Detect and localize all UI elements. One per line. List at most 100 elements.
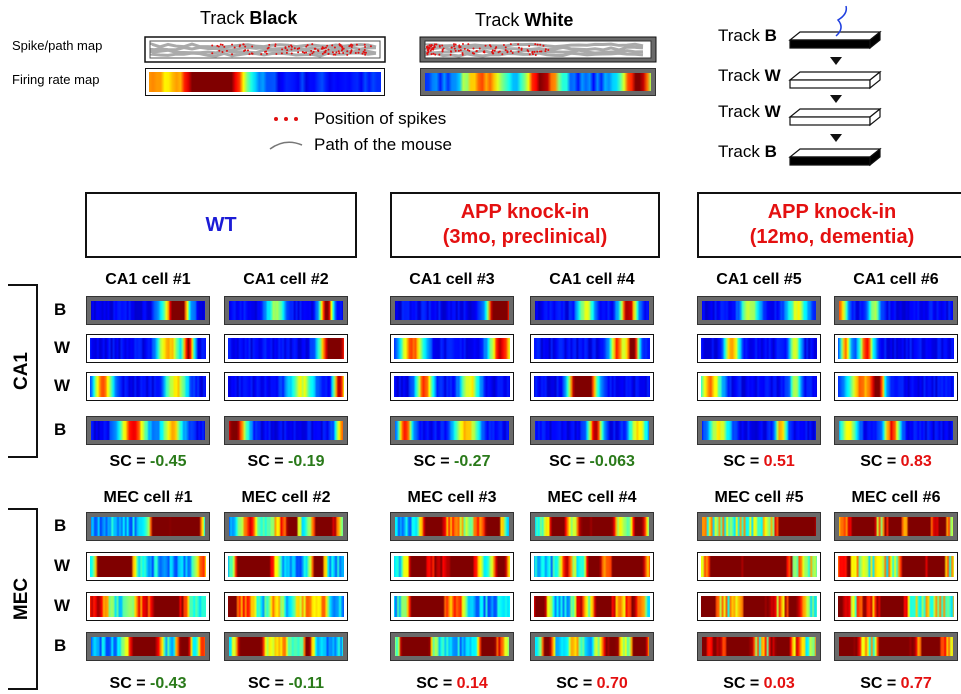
text: White	[524, 10, 573, 30]
sc-prefix: SC =	[860, 675, 896, 692]
heatmap	[149, 72, 381, 92]
sc-value: 0.14	[457, 675, 488, 692]
cell-title: MEC cell #1	[86, 489, 210, 507]
row-label: B	[54, 300, 66, 320]
row-label: Firing rate map	[12, 72, 99, 87]
heatmap	[91, 637, 205, 656]
sc-value: 0.83	[901, 453, 932, 470]
heatmap	[534, 338, 650, 359]
sc-value: -0.19	[288, 453, 324, 470]
row-label: W	[54, 338, 70, 358]
sc-prefix: SC =	[556, 675, 592, 692]
track-title: Track White	[475, 10, 573, 31]
text: B	[765, 142, 777, 161]
sc-label: SC = -0.45	[86, 453, 210, 471]
cell-title: MEC cell #2	[224, 489, 348, 507]
region-box: MEC	[8, 508, 38, 690]
rate-map	[86, 296, 210, 325]
rate-map	[834, 512, 958, 541]
rate-map	[224, 552, 348, 581]
heatmap	[839, 517, 953, 536]
rate-map	[530, 334, 654, 363]
rate-map	[224, 296, 348, 325]
rate-map	[834, 592, 958, 621]
sc-label: SC = -0.43	[86, 675, 210, 693]
cell-title: CA1 cell #2	[224, 271, 348, 289]
rate-map	[86, 592, 210, 621]
row-label: Spike/path map	[12, 38, 102, 53]
rate-map	[390, 372, 514, 401]
heatmap	[229, 637, 343, 656]
sc-value: -0.27	[454, 453, 490, 470]
rate-map	[834, 372, 958, 401]
heatmap	[394, 376, 510, 397]
rate-map	[224, 512, 348, 541]
rate-map	[224, 632, 348, 661]
text: Black	[249, 8, 297, 28]
heatmap	[395, 517, 509, 536]
heatmap	[702, 637, 816, 656]
protocol-label: Track B	[718, 26, 777, 46]
rate-map	[86, 512, 210, 541]
legend-text: Position of spikes	[314, 109, 446, 129]
heatmap	[701, 338, 817, 359]
cell-title: CA1 cell #5	[697, 271, 821, 289]
group-label: APP knock-in	[461, 200, 590, 225]
text: Track	[200, 8, 244, 28]
heatmap	[229, 301, 343, 320]
heatmap	[91, 301, 205, 320]
rate-map	[697, 592, 821, 621]
sc-prefix: SC =	[723, 675, 759, 692]
rate-map	[530, 416, 654, 445]
sc-value: -0.063	[590, 453, 635, 470]
heatmap	[839, 421, 953, 440]
heatmap	[395, 301, 509, 320]
rate-map	[86, 552, 210, 581]
group-box: APP knock-in(12mo, dementia)	[697, 192, 961, 258]
sc-value: -0.43	[150, 675, 186, 692]
track-title: Track Black	[200, 8, 297, 29]
rate-map	[697, 416, 821, 445]
legend-text: Path of the mouse	[314, 135, 452, 155]
rate-map	[697, 552, 821, 581]
sc-prefix: SC =	[723, 453, 759, 470]
sc-label: SC = 0.77	[834, 675, 958, 693]
sc-label: SC = -0.27	[390, 453, 514, 471]
heatmap	[838, 596, 954, 617]
sc-value: 0.70	[597, 675, 628, 692]
rate-map	[224, 416, 348, 445]
heatmap	[838, 376, 954, 397]
protocol-label: Track B	[718, 142, 777, 162]
heatmap	[535, 517, 649, 536]
region-label: MEC	[11, 578, 33, 620]
row-label: B	[54, 516, 66, 536]
sc-prefix: SC =	[248, 453, 284, 470]
group-label: APP knock-in	[768, 200, 897, 225]
sc-prefix: SC =	[110, 675, 146, 692]
heatmap	[395, 421, 509, 440]
sc-prefix: SC =	[414, 453, 450, 470]
heatmap	[701, 556, 817, 577]
rate-map	[224, 372, 348, 401]
group-label: (12mo, dementia)	[750, 225, 914, 250]
row-label: W	[54, 376, 70, 396]
group-label: WT	[205, 213, 236, 238]
heatmap	[395, 637, 509, 656]
rate-map	[530, 632, 654, 661]
sc-label: SC = 0.70	[530, 675, 654, 693]
sc-prefix: SC =	[860, 453, 896, 470]
heatmap	[90, 338, 206, 359]
heatmap	[701, 596, 817, 617]
heatmap	[229, 421, 343, 440]
cell-title: CA1 cell #4	[530, 271, 654, 289]
rate-map	[530, 512, 654, 541]
heatmap	[228, 596, 344, 617]
heatmap	[228, 556, 344, 577]
heatmap	[534, 376, 650, 397]
heatmap	[91, 517, 205, 536]
rate-map	[834, 552, 958, 581]
group-label: (3mo, preclinical)	[443, 225, 608, 250]
cell-title: MEC cell #4	[530, 489, 654, 507]
heatmap	[425, 73, 651, 91]
heatmap	[839, 301, 953, 320]
